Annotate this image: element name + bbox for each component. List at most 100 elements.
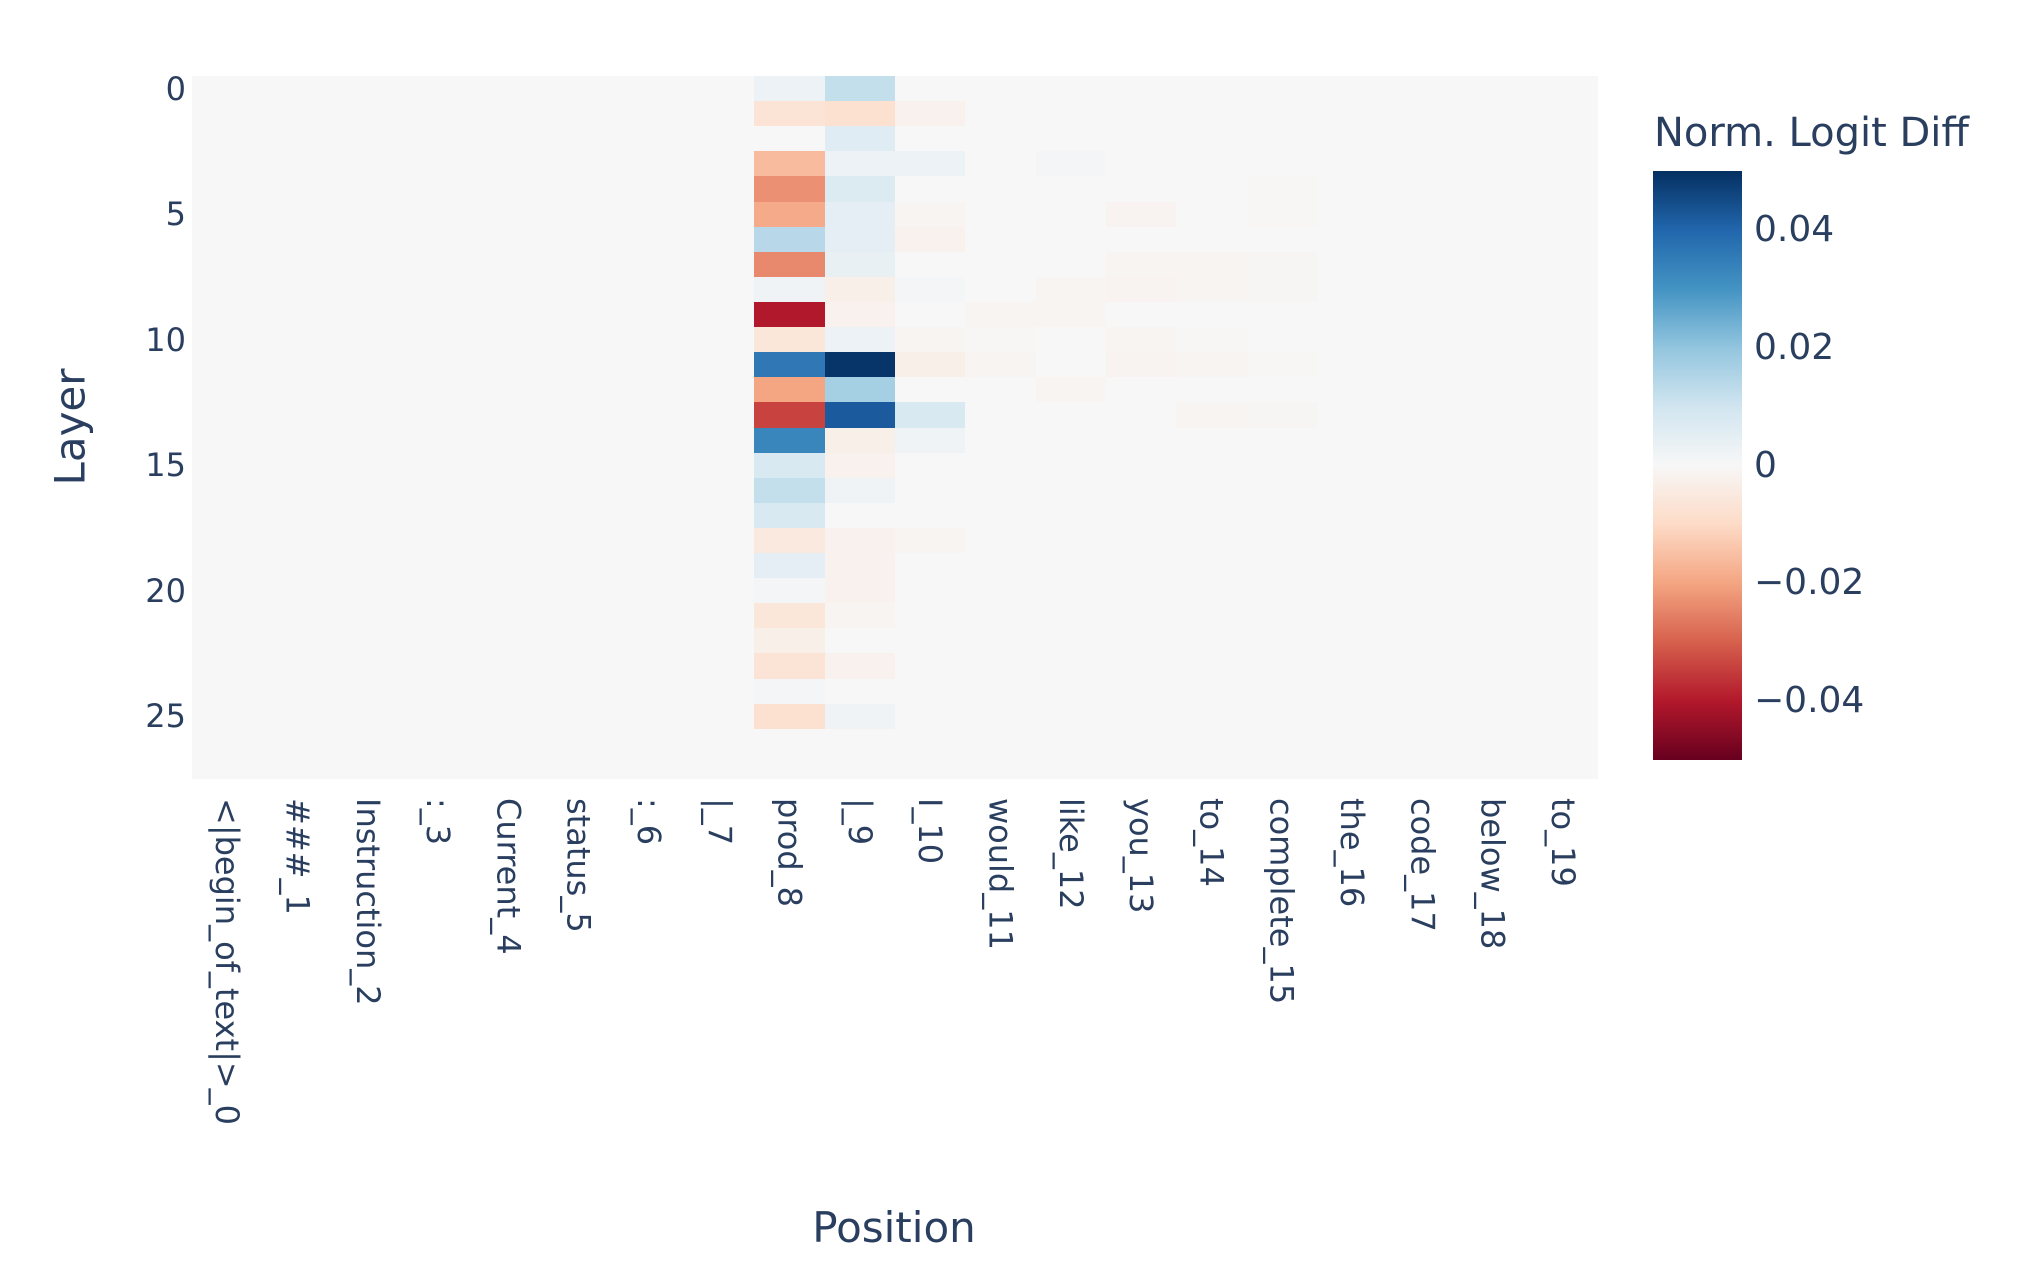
heatmap-cell	[332, 151, 403, 177]
heatmap-cell	[1176, 578, 1247, 604]
heatmap-cell	[1527, 527, 1598, 554]
heatmap-cell	[1457, 477, 1528, 503]
heatmap-cell	[262, 753, 333, 779]
heatmap-cell	[824, 301, 895, 328]
heatmap[interactable]	[192, 76, 1598, 779]
heatmap-cell	[1105, 101, 1177, 127]
heatmap-cell	[965, 653, 1036, 679]
heatmap-cell	[1246, 151, 1317, 177]
x-tick-label: |_9	[840, 798, 879, 846]
heatmap-cell	[402, 377, 474, 403]
heatmap-cell	[895, 553, 966, 579]
heatmap-cell	[824, 352, 895, 378]
heatmap-cell	[895, 527, 966, 554]
heatmap-cell	[473, 176, 544, 202]
heatmap-cell	[1457, 151, 1528, 177]
heatmap-cell	[1035, 553, 1106, 579]
heatmap-cell	[1176, 527, 1247, 554]
heatmap-cell	[613, 427, 685, 453]
colorbar-gradient	[1653, 171, 1742, 760]
heatmap-cell	[1035, 728, 1106, 754]
heatmap-cell	[1035, 603, 1106, 629]
heatmap-cell	[543, 126, 614, 152]
heatmap-cell	[1246, 276, 1317, 302]
heatmap-cell	[473, 603, 544, 629]
heatmap-cell	[262, 301, 333, 328]
heatmap-cell	[192, 151, 263, 177]
heatmap-cell	[824, 126, 895, 152]
heatmap-cell	[1246, 226, 1317, 252]
heatmap-cell	[192, 352, 263, 378]
heatmap-cell	[473, 377, 544, 403]
heatmap-cell	[1457, 653, 1528, 679]
heatmap-cell	[332, 251, 403, 277]
heatmap-cell	[192, 176, 263, 202]
heatmap-cell	[1035, 226, 1106, 252]
heatmap-cell	[684, 502, 755, 528]
heatmap-cell	[1035, 301, 1106, 328]
heatmap-cell	[684, 352, 755, 378]
heatmap-cell	[192, 628, 263, 654]
heatmap-cell	[1457, 201, 1528, 227]
x-tick-label: to_19	[1543, 798, 1582, 887]
heatmap-cell	[1176, 201, 1247, 227]
heatmap-cell	[754, 201, 825, 227]
heatmap-cell	[754, 402, 825, 428]
heatmap-cell	[1176, 377, 1247, 403]
heatmap-cell	[262, 678, 333, 704]
heatmap-cell	[332, 502, 403, 528]
heatmap-cell	[402, 276, 474, 302]
x-tick-label: would_11	[981, 798, 1020, 950]
colorbar-tick-label: 0	[1754, 444, 1777, 486]
heatmap-cell	[192, 327, 263, 353]
heatmap-cell	[1176, 402, 1247, 428]
y-tick-label: 20	[145, 571, 186, 610]
heatmap-cell	[1457, 276, 1528, 302]
heatmap-cell	[895, 653, 966, 679]
heatmap-cell	[1527, 251, 1598, 277]
heatmap-cell	[332, 452, 403, 478]
heatmap-cell	[262, 126, 333, 152]
heatmap-cell	[684, 226, 755, 252]
heatmap-cell	[1527, 126, 1598, 152]
heatmap-cell	[1316, 76, 1388, 102]
heatmap-cell	[1457, 251, 1528, 277]
heatmap-cell	[262, 176, 333, 202]
heatmap-cell	[1246, 101, 1317, 127]
heatmap-cell	[895, 477, 966, 503]
heatmap-cell	[1246, 753, 1317, 779]
heatmap-cell	[1316, 578, 1388, 604]
heatmap-cell	[543, 327, 614, 353]
x-tick-label: code_17	[1403, 798, 1442, 932]
heatmap-cell	[473, 578, 544, 604]
heatmap-cell	[402, 753, 474, 779]
heatmap-cell	[754, 251, 825, 277]
heatmap-cell	[684, 76, 755, 102]
heatmap-cell	[1176, 352, 1247, 378]
heatmap-cell	[684, 728, 755, 754]
heatmap-cell	[1246, 176, 1317, 202]
heatmap-cell	[824, 452, 895, 478]
heatmap-cell	[1246, 452, 1317, 478]
heatmap-cell	[543, 728, 614, 754]
heatmap-cell	[613, 578, 685, 604]
heatmap-cell	[1457, 527, 1528, 554]
heatmap-cell	[965, 76, 1036, 102]
heatmap-cell	[684, 176, 755, 202]
heatmap-cell	[895, 226, 966, 252]
heatmap-cell	[1246, 553, 1317, 579]
heatmap-cell	[1105, 678, 1177, 704]
heatmap-cell	[332, 201, 403, 227]
heatmap-cell	[824, 502, 895, 528]
heatmap-cell	[1387, 226, 1458, 252]
heatmap-cell	[895, 402, 966, 428]
heatmap-cell	[1246, 728, 1317, 754]
heatmap-cell	[1387, 327, 1458, 353]
heatmap-cell	[684, 578, 755, 604]
heatmap-cell	[895, 301, 966, 328]
heatmap-cell	[613, 151, 685, 177]
heatmap-cell	[613, 502, 685, 528]
heatmap-cell	[965, 251, 1036, 277]
heatmap-cell	[543, 703, 614, 729]
x-tick-label: below_18	[1473, 798, 1512, 950]
